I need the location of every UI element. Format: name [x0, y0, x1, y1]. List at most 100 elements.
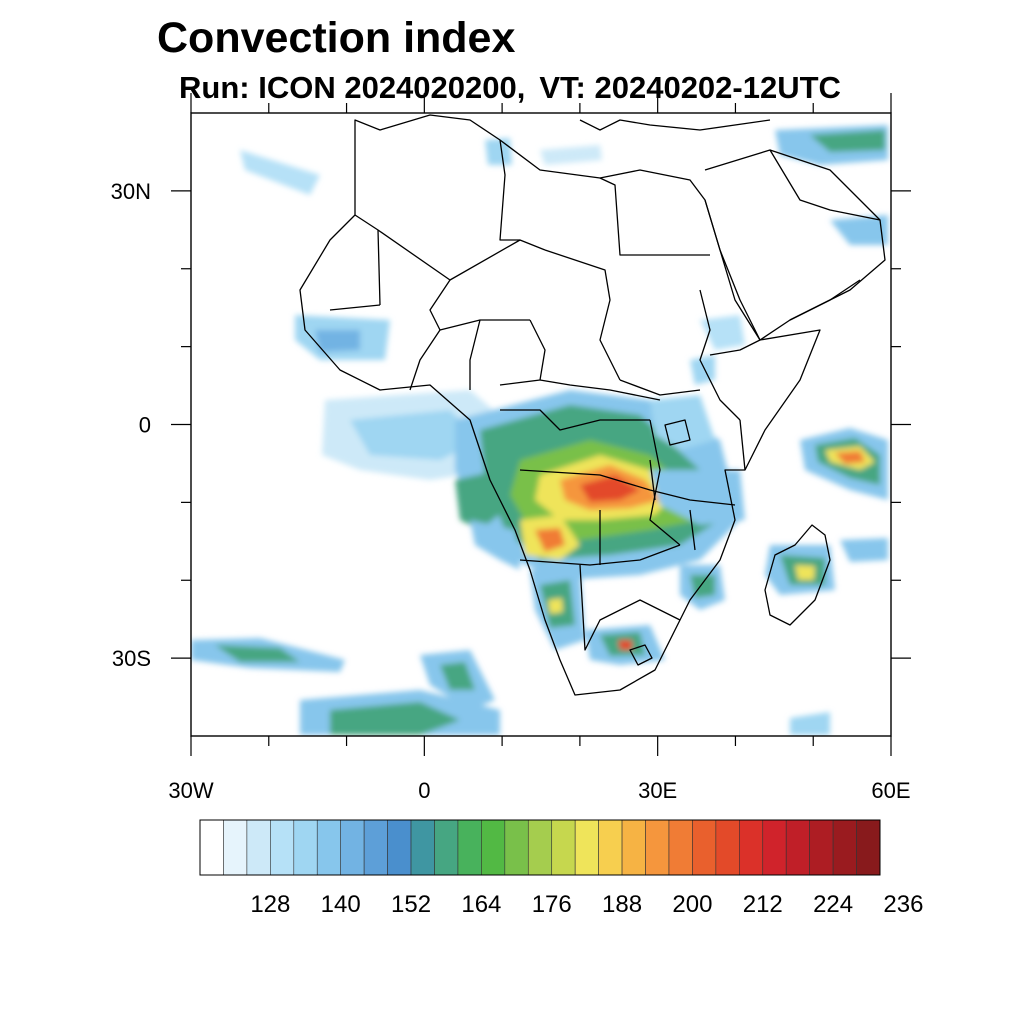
lake-malawi [689, 509, 696, 551]
map-subtitle: Run: ICON 2024020200, VT: 20240202-12UTC [179, 70, 841, 106]
colorbar-label: 128 [250, 891, 290, 918]
colorbar-label: 164 [461, 891, 501, 918]
border-3 [499, 139, 520, 241]
country-borders [299, 114, 886, 696]
vt-value: 20240202-12UTC [594, 70, 841, 105]
colorbar-swatch [270, 819, 295, 876]
x-tick-label: 30E [638, 778, 677, 803]
map-frame: 30W 0 30E 60E 30N 0 30S [111, 93, 911, 803]
field-gulf [830, 215, 888, 245]
x-tick-label: 60E [871, 778, 910, 803]
colorbar-label: 188 [602, 891, 642, 918]
colorbar-swatch [856, 819, 881, 876]
border-10 [699, 289, 741, 421]
colorbar-swatch [692, 819, 717, 876]
colorbar-label: 236 [883, 891, 923, 918]
colorbar-swatch [316, 819, 341, 876]
colorbar-swatch [363, 819, 388, 876]
colorbar-swatch [551, 819, 576, 876]
colorbar-label: 152 [391, 891, 431, 918]
colorbar-swatch [785, 819, 810, 876]
colorbar-swatch [340, 819, 365, 876]
border-21 [709, 339, 761, 356]
colorbar-swatch [410, 819, 435, 876]
madagascar-coastline [764, 524, 831, 626]
y-tick-label: 30N [111, 179, 151, 204]
field-guinea-band-2 [350, 410, 480, 460]
map-title: Convection index [157, 14, 516, 62]
field-ethiopia [690, 355, 715, 385]
colorbar-label: 140 [321, 891, 361, 918]
field-atlantic-north [240, 150, 320, 195]
africa-coastline [299, 114, 821, 696]
border-8 [499, 319, 546, 386]
colorbar-swatch [715, 819, 740, 876]
colorbar-swatch [457, 819, 482, 876]
lake-tanganyika [649, 459, 656, 501]
colorbar-swatch [645, 819, 670, 876]
field-west-africa-dark [315, 330, 360, 352]
field-mediterranean [485, 138, 512, 165]
border-14 [519, 544, 681, 566]
border-23 [789, 279, 861, 321]
field-arabia-green [810, 130, 885, 152]
border-19 [409, 329, 441, 391]
colorbar-swatches [199, 819, 881, 876]
border-5 [544, 249, 621, 381]
colorbar-swatch [739, 819, 764, 876]
colorbar-outline [199, 819, 881, 876]
colorbar-swatch [223, 819, 248, 876]
field-south-atlantic-south-east [790, 712, 830, 735]
border-7 [329, 304, 381, 311]
tick-marks [171, 93, 911, 756]
colorbar-label: 200 [672, 891, 712, 918]
colorbar-swatch [293, 819, 318, 876]
field-south-atlantic-mid-green [440, 662, 475, 690]
border-1 [354, 214, 381, 306]
border-22 [769, 149, 881, 221]
colorbar-swatch [668, 819, 693, 876]
colorbar-swatch [246, 819, 271, 876]
field-med-streak [540, 145, 602, 165]
colorbar-swatch [621, 819, 646, 876]
lake-victoria [664, 419, 691, 446]
border-12 [500, 409, 650, 431]
colorbar: 128 140 152 164 176 188 200 212 224 236 [199, 819, 923, 918]
colorbar-label: 212 [743, 891, 783, 918]
field-indian-ocean-orange [835, 451, 865, 464]
colorbar-swatch [504, 819, 529, 876]
colorbar-swatch [527, 819, 553, 876]
field-ethiopia-north [700, 315, 745, 350]
colorbar-swatch [832, 819, 857, 876]
border-2 [377, 229, 546, 281]
mediterranean-north [579, 119, 771, 131]
colorbar-swatch [809, 819, 834, 876]
border-18 [739, 419, 746, 471]
field-south-atlantic-west-green [215, 645, 300, 662]
colorbar-swatch [434, 819, 459, 876]
x-tick-label: 30W [168, 778, 213, 803]
colorbar-swatch [762, 819, 787, 876]
x-tick-label: 0 [418, 778, 430, 803]
border-13 [519, 469, 736, 506]
border-9 [539, 379, 661, 401]
field-angola-orange [535, 528, 565, 552]
field-east-of-madagascar [840, 538, 888, 562]
colorbar-labels: 128 140 152 164 176 188 200 212 224 236 [250, 891, 923, 918]
arabia-coastline [704, 149, 886, 341]
lesotho [629, 644, 653, 666]
border-11 [619, 379, 701, 396]
tick-labels: 30W 0 30E 60E 30N 0 30S [111, 179, 911, 803]
field-namibia-yellow [548, 598, 563, 614]
colorbar-swatch [574, 819, 599, 876]
colorbar-label: 224 [813, 891, 853, 918]
colorbar-label: 176 [532, 891, 572, 918]
border-4 [599, 177, 710, 256]
colorbar-swatch [598, 819, 623, 876]
y-tick-label: 30S [112, 646, 151, 671]
field-lake-victoria [650, 395, 715, 450]
field-angola-coast [470, 520, 520, 570]
field-south-africa-red [618, 640, 632, 650]
colorbar-swatch [199, 819, 224, 876]
